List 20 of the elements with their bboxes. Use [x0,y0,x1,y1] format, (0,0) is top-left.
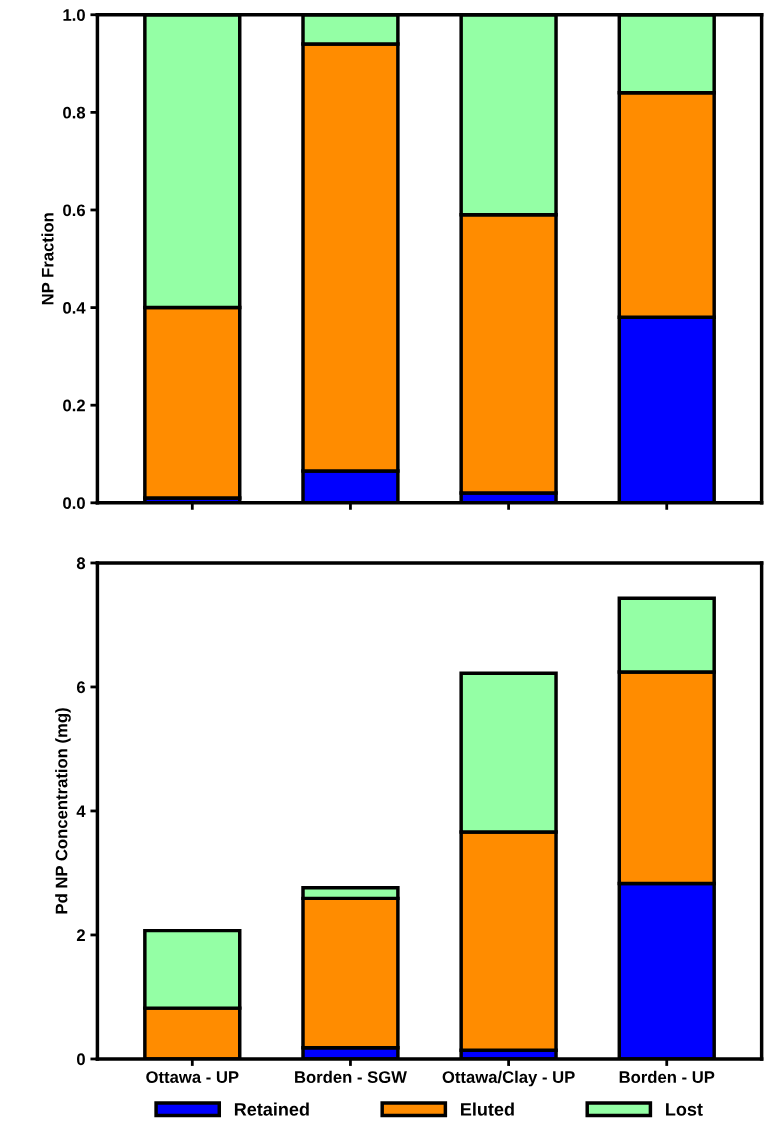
x-tick-label: Ottawa - UP [146,1071,239,1083]
y-tick-label: 0.4 [63,301,86,314]
y-tick-label: 4 [76,805,86,817]
y-tick-label: 1.0 [63,9,85,21]
y-axis-title: NP Fraction [41,213,54,305]
x-tick-label: Ottawa/Clay - UP [442,1070,575,1087]
y-tick-label: 8 [76,557,86,570]
y-tick-label: 0 [76,1053,85,1066]
y-tick-label: 2 [76,929,85,941]
y-tick-label: 0.2 [63,399,85,412]
legend-label: Lost [666,1103,703,1116]
legend-label: Eluted [461,1102,514,1116]
y-tick-label: 6 [76,681,85,694]
y-axis-title: Pd NP Concentration (mg) [55,708,71,914]
y-tick-label: 0.6 [63,204,85,217]
y-tick-label: 0.8 [63,106,86,119]
x-tick-label: Borden - SGW [295,1070,407,1083]
x-tick-label: Borden - UP [619,1070,715,1083]
y-tick-label: 0.0 [63,497,85,510]
legend-label: Retained [234,1102,309,1116]
